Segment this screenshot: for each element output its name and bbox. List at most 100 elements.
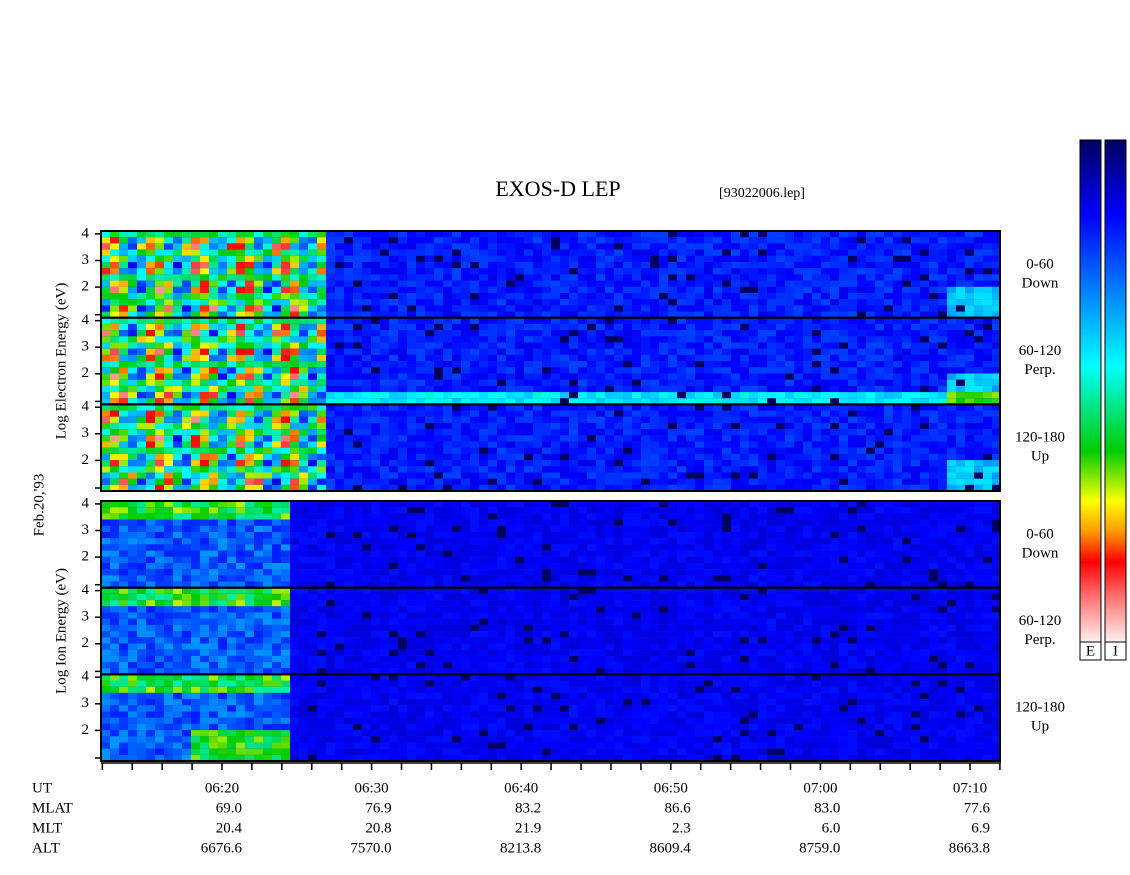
spectrogram-cell <box>236 404 245 411</box>
spectrogram-cell <box>272 398 281 405</box>
spectrogram-cell <box>722 501 731 508</box>
spectrogram-cell <box>803 330 812 337</box>
spectrogram-cell <box>956 398 965 405</box>
spectrogram-cell <box>308 501 317 508</box>
spectrogram-cell <box>839 299 848 306</box>
spectrogram-cell <box>173 274 182 281</box>
spectrogram-cell <box>164 373 173 380</box>
spectrogram-cell <box>794 317 803 324</box>
spectrogram-cell <box>731 519 740 526</box>
spectrogram-cell <box>785 274 794 281</box>
spectrogram-cell <box>254 280 263 287</box>
spectrogram-cell <box>335 231 344 238</box>
spectrogram-cell <box>452 255 461 262</box>
spectrogram-cell <box>335 311 344 318</box>
spectrogram-cell <box>497 532 506 539</box>
spectrogram-cell <box>407 501 416 508</box>
spectrogram-cell <box>263 243 272 250</box>
spectrogram-cell <box>803 472 812 479</box>
spectrogram-cell <box>956 410 965 417</box>
spectrogram-cell <box>551 342 560 349</box>
spectrogram-cell <box>398 484 407 492</box>
spectrogram-cell <box>245 299 254 306</box>
spectrogram-cell <box>479 249 488 256</box>
spectrogram-cell <box>191 435 200 442</box>
spectrogram-cell <box>479 441 488 448</box>
spectrogram-cell <box>884 447 893 454</box>
spectrogram-cell <box>983 385 992 393</box>
spectrogram-cell <box>884 268 893 275</box>
spectrogram-cell <box>740 460 749 467</box>
spectrogram-cell <box>848 317 857 324</box>
spectrogram-cell <box>407 398 416 405</box>
spectrogram-cell <box>209 466 218 473</box>
spectrogram-cell <box>290 268 299 275</box>
spectrogram-cell <box>560 373 569 380</box>
spectrogram-cell <box>902 354 911 362</box>
spectrogram-cell <box>110 404 119 411</box>
spectrogram-cell <box>227 513 236 520</box>
spectrogram-cell <box>650 429 659 436</box>
spectrogram-cell <box>236 441 245 448</box>
spectrogram-cell <box>497 323 506 331</box>
spectrogram-cell <box>668 435 677 442</box>
spectrogram-cell <box>155 453 164 461</box>
spectrogram-cell <box>623 323 632 331</box>
spectrogram-cell <box>821 422 830 430</box>
spectrogram-cell <box>659 299 668 306</box>
spectrogram-cell <box>650 544 659 551</box>
spectrogram-cell <box>353 299 362 306</box>
spectrogram-cell <box>290 361 299 368</box>
spectrogram-cell <box>497 342 506 349</box>
spectrogram-cell <box>839 532 848 539</box>
spectrogram-cell <box>866 348 875 355</box>
spectrogram-cell <box>416 237 425 244</box>
spectrogram-cell <box>650 305 659 312</box>
spectrogram-cell <box>326 460 335 467</box>
spectrogram-cell <box>119 293 128 300</box>
spectrogram-cell <box>416 367 425 374</box>
spectrogram-cell <box>794 262 803 269</box>
spectrogram-cell <box>461 336 470 343</box>
spectrogram-cell <box>821 538 830 545</box>
spectrogram-cell <box>776 441 785 448</box>
spectrogram-cell <box>596 311 605 318</box>
spectrogram-cell <box>263 416 272 423</box>
spectrogram-cell <box>317 441 326 448</box>
spectrogram-cell <box>587 410 596 417</box>
spectrogram-cell <box>875 286 884 293</box>
spectrogram-cell <box>479 544 488 551</box>
spectrogram-cell <box>902 317 911 324</box>
spectrogram-cell <box>650 435 659 442</box>
spectrogram-cell <box>659 478 668 485</box>
spectrogram-cell <box>902 299 911 306</box>
spectrogram-cell <box>236 330 245 337</box>
spectrogram-cell <box>524 249 533 256</box>
spectrogram-cell <box>704 330 713 337</box>
spectrogram-cell <box>524 507 533 514</box>
spectrogram-cell <box>677 231 686 238</box>
spectrogram-cell <box>173 544 182 551</box>
spectrogram-cell <box>722 466 731 473</box>
spectrogram-cell <box>479 348 488 355</box>
spectrogram-cell <box>452 385 461 393</box>
spectrogram-cell <box>650 354 659 362</box>
spectrogram-cell <box>722 317 731 324</box>
spectrogram-cell <box>839 441 848 448</box>
spectrogram-cell <box>389 435 398 442</box>
spectrogram-cell <box>506 441 515 448</box>
spectrogram-cell <box>974 538 983 545</box>
spectrogram-cell <box>623 519 632 526</box>
spectrogram-cell <box>434 538 443 545</box>
spectrogram-cell <box>992 243 1001 250</box>
spectrogram-cell <box>128 231 137 238</box>
spectrogram-cell <box>524 336 533 343</box>
spectrogram-cell <box>497 268 506 275</box>
spectrogram-cell <box>371 305 380 312</box>
spectrogram-cell <box>470 299 479 306</box>
spectrogram-cell <box>308 429 317 436</box>
spectrogram-cell <box>533 299 542 306</box>
spectrogram-cell <box>470 286 479 293</box>
spectrogram-cell <box>911 342 920 349</box>
spectrogram-cell <box>812 348 821 355</box>
